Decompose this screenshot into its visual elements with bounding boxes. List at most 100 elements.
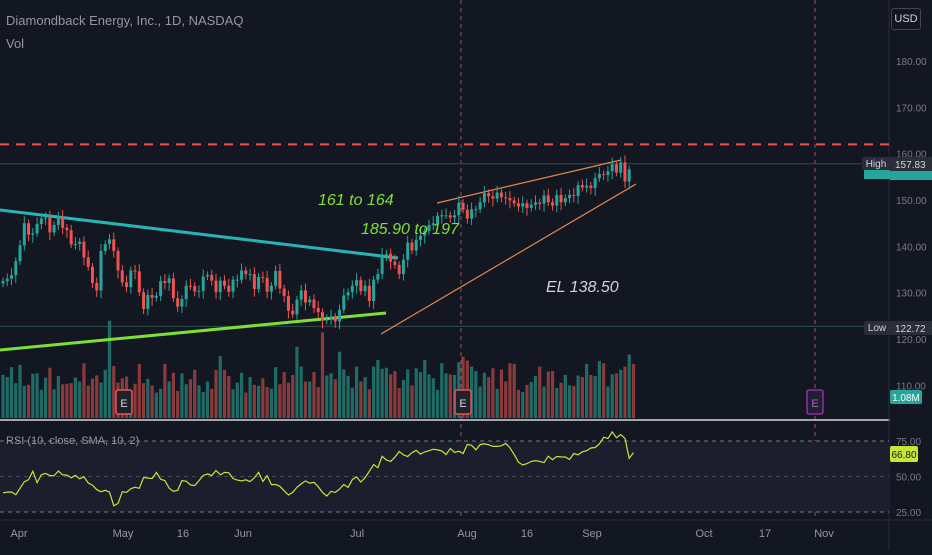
volume-bar	[499, 369, 504, 418]
volume-bar	[141, 383, 146, 418]
volume-bar	[597, 361, 601, 418]
volume-bar	[602, 363, 606, 418]
rsi-value: 66.80	[891, 450, 916, 461]
volume-bar	[555, 388, 559, 418]
candle-body	[167, 278, 171, 283]
candle-body	[248, 274, 252, 276]
candle-body	[487, 193, 491, 197]
volume-bar	[82, 363, 86, 418]
time-tick-label: Apr	[10, 528, 27, 540]
candle-body	[457, 202, 461, 216]
volume-bar	[516, 389, 521, 418]
annotation-target-2: 185.90 to 197	[361, 221, 460, 238]
volume-bar	[529, 382, 533, 418]
last-price-tag	[890, 171, 932, 180]
candle-body	[73, 244, 77, 246]
volume-bar	[329, 373, 333, 418]
time-tick-label: Oct	[695, 528, 712, 540]
candle-body	[623, 162, 627, 182]
candle-body	[389, 253, 393, 262]
candle-body	[303, 290, 307, 303]
candle-body	[308, 299, 312, 303]
volume-bar	[303, 381, 308, 418]
candle-body	[282, 288, 286, 296]
volume-bar	[316, 387, 320, 418]
candle-body	[10, 275, 14, 279]
volume-tag-bg	[890, 390, 922, 404]
time-tick-label: Sep	[582, 528, 602, 540]
candle-body	[120, 270, 124, 283]
candle-body	[576, 185, 580, 196]
candle-body	[142, 292, 146, 309]
candle-body	[286, 295, 290, 311]
volume-bar	[193, 369, 197, 418]
candle-body	[355, 280, 359, 286]
candle-body	[69, 230, 73, 245]
candle-body	[380, 254, 384, 275]
candle-body	[193, 286, 197, 292]
candle-body	[252, 274, 256, 289]
candle-body	[393, 261, 397, 265]
volume-bar	[1, 374, 5, 418]
price-axis: 180.00 170.00 160.00 150.00 140.00 130.00 120.…	[862, 57, 932, 404]
trendlines	[0, 159, 637, 352]
low-tag-bg	[864, 321, 890, 335]
volume-bar	[593, 376, 597, 418]
volume-bar	[538, 366, 542, 418]
candle-body	[478, 202, 482, 210]
annotation-target-1: 161 to 164	[318, 192, 394, 209]
volume-bar	[73, 377, 78, 418]
volume-bar	[278, 384, 282, 418]
volume-bar	[188, 379, 193, 418]
time-tick-label: Aug	[457, 528, 477, 540]
volume-bar	[231, 389, 235, 418]
candle-body	[205, 275, 209, 277]
volume-bar	[205, 381, 210, 418]
high-tag-label: High	[866, 159, 887, 170]
candle-body	[414, 239, 418, 251]
candle-body	[159, 281, 163, 296]
time-tick-label: May	[113, 528, 134, 540]
candle-body	[580, 185, 584, 188]
volume-bar	[423, 359, 427, 418]
volume-bar	[154, 392, 158, 418]
volume-bar	[103, 369, 107, 418]
price-tick-label: 180.00	[896, 57, 927, 68]
candle-body	[538, 202, 542, 204]
currency-button[interactable]: USD	[891, 8, 921, 30]
candle-body	[436, 215, 440, 224]
volume-bar	[627, 354, 631, 418]
volume-bar	[159, 388, 163, 418]
candle-body	[448, 215, 452, 218]
volume-bar	[184, 384, 188, 418]
candle-body	[265, 277, 269, 292]
candle-body	[295, 299, 299, 315]
volume-bar	[610, 374, 614, 418]
candle-body	[95, 282, 99, 291]
candle-body	[112, 239, 116, 251]
candle-body	[274, 270, 278, 286]
ascending-support-line	[0, 311, 387, 352]
candle-body	[48, 217, 52, 233]
volume-bar	[461, 356, 465, 418]
volume-bar	[631, 363, 636, 418]
volume-bar	[167, 381, 171, 418]
candle-body	[257, 276, 261, 289]
volume-bar	[333, 379, 337, 418]
volume-bar	[48, 367, 52, 418]
last-price-marker	[864, 170, 890, 179]
volume-bar	[389, 374, 393, 418]
candle-body	[542, 195, 546, 204]
volume-bar	[359, 381, 363, 418]
earnings-marker	[454, 389, 472, 415]
candle-body	[35, 224, 39, 234]
candle-body	[22, 223, 26, 246]
candle-body	[508, 198, 512, 201]
candle-body	[316, 307, 320, 313]
candle-body	[525, 203, 529, 208]
volume-bar	[265, 387, 269, 418]
candle-body	[338, 309, 342, 322]
candle-body	[65, 227, 69, 231]
